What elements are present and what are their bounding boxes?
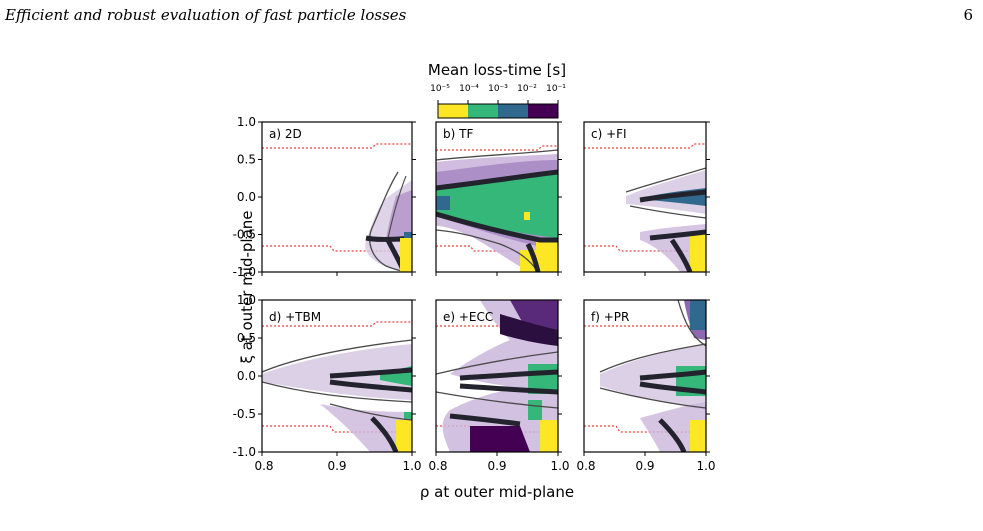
panel-b-tf: b) TF <box>435 121 559 273</box>
panel-a-2d: a) 2D <box>261 121 413 273</box>
panel-b-label: b) TF <box>443 127 473 141</box>
x-tick-1: 0.8 <box>254 459 273 473</box>
colorbar-tick-labels: 10⁻⁵ 10⁻⁴ 10⁻³ 10⁻² 10⁻¹ <box>430 84 566 94</box>
colorbar-tick-2: 10⁻⁴ <box>459 84 479 94</box>
panel-f-pr: f) +PR <box>583 299 707 453</box>
colorbar-title: Mean loss-time [s] <box>428 61 566 79</box>
x-tick-2: 0.9 <box>327 459 346 473</box>
colorbar-segment-3 <box>498 104 528 118</box>
x-tick-7: 0.8 <box>576 459 595 473</box>
panel-c-label: c) +FI <box>591 127 627 141</box>
colorbar-tick-4: 10⁻² <box>517 84 537 94</box>
y-axis-ticks-top-row <box>258 121 710 273</box>
y-tick-2: 0.5 <box>237 153 256 167</box>
y-tick-5: -1.0 <box>233 265 256 279</box>
running-title: Efficient and robust evaluation of fast … <box>5 6 407 24</box>
x-tick-4: 0.8 <box>428 459 447 473</box>
panel-e-ecc: e) +ECC <box>435 299 559 453</box>
x-tick-5: 0.9 <box>487 459 506 473</box>
colorbar-tick-3: 10⁻³ <box>488 84 508 94</box>
y-tick-8: 0.0 <box>237 369 256 383</box>
y-tick-6: 1.0 <box>237 293 256 307</box>
x-tick-9: 1.0 <box>696 459 715 473</box>
y-tick-labels-top-row: 1.0 0.5 0.0 -0.5 -1.0 <box>233 115 256 279</box>
x-tick-labels: 0.8 0.9 1.0 0.8 0.9 1.0 0.8 0.9 1.0 <box>254 459 715 473</box>
colorbar-tick-1: 10⁻⁵ <box>430 84 450 94</box>
y-tick-10: -1.0 <box>233 445 256 459</box>
colorbar-segment-1 <box>438 104 468 118</box>
colorbar-tick-5: 10⁻¹ <box>546 84 566 94</box>
y-tick-9: -0.5 <box>233 407 256 421</box>
panel-d-tbm: d) +TBM <box>261 299 413 453</box>
colorbar-segment-2 <box>468 104 498 118</box>
y-tick-3: 0.0 <box>237 190 256 204</box>
y-tick-1: 1.0 <box>237 115 256 129</box>
panel-f-label: f) +PR <box>591 310 629 324</box>
panel-d-label: d) +TBM <box>269 310 321 324</box>
y-tick-labels-bottom-row: 1.0 0.5 0.0 -0.5 -1.0 <box>233 293 256 459</box>
y-tick-7: 0.5 <box>237 331 256 345</box>
colorbar <box>437 100 559 119</box>
colorbar-segment-4 <box>528 104 558 118</box>
panel-e-label: e) +ECC <box>443 310 493 324</box>
page-number: 6 <box>963 6 973 24</box>
x-axis-label: ρ at outer mid-plane <box>420 483 574 501</box>
y-tick-4: -0.5 <box>233 228 256 242</box>
y-axis-ticks-bottom-row <box>258 299 710 453</box>
x-tick-8: 0.9 <box>635 459 654 473</box>
panel-c-fi: c) +FI <box>583 121 707 273</box>
y-axis-label: ξ at outer mid-plane <box>238 210 256 363</box>
x-axis-ticks <box>261 272 707 456</box>
x-tick-3: 1.0 <box>402 459 421 473</box>
x-tick-6: 1.0 <box>550 459 569 473</box>
panel-a-label: a) 2D <box>269 127 302 141</box>
